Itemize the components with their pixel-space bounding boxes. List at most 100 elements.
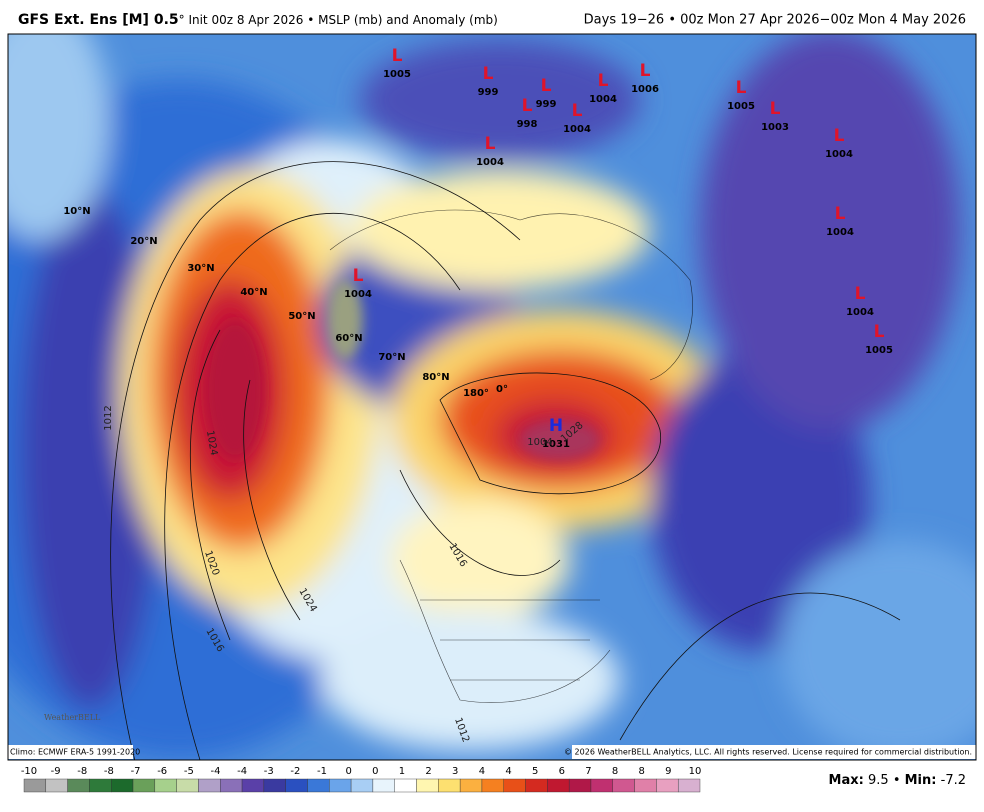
pressure-symbol: L [541,76,552,96]
colorbar-swatch [45,778,68,793]
colorbar-swatch [481,778,504,793]
latitude-label: 40°N [240,287,267,298]
copyright-box [572,745,976,759]
colorbar-label: -2 [290,766,300,777]
colorbar-label: 4 [479,766,485,777]
pressure-symbol: L [855,284,866,304]
colorbar-label: 3 [452,766,458,777]
colorbar-label: 4 [505,766,511,777]
colorbar-swatch [154,778,177,793]
colorbar-swatch [612,778,635,793]
colorbar-label: -9 [51,766,61,777]
pressure-symbol: L [834,126,845,146]
latitude-label: 80°N [422,372,449,383]
contour-label: 1004 [527,437,552,448]
latitude-label: 20°N [130,236,157,247]
pressure-value: 1004 [825,149,853,160]
colorbar-label: -1 [317,766,327,777]
pressure-value: 1005 [727,101,755,112]
copyright: © 2026 WeatherBELL Analytics, LLC. All r… [564,748,972,757]
colorbar-swatch [350,778,374,793]
longitude-label: 0° [496,384,508,395]
colorbar-swatch [176,778,199,793]
colorbar-swatch [220,778,243,793]
pressure-value: 1005 [865,345,893,356]
pressure-value: 1004 [563,124,591,135]
pressure-symbol: L [640,61,651,81]
pressure-value: 1031 [542,439,570,450]
colorbar-label: 8 [639,766,645,777]
pressure-value: 1003 [761,122,789,133]
title: GFS Ext. Ens [M] 0.5° Init 00z 8 Apr 202… [18,12,498,28]
pressure-value: 999 [478,87,499,98]
pressure-symbol: L [770,99,781,119]
colorbar-swatch [263,778,286,793]
colorbar-swatch [416,778,439,793]
latitude-label: 60°N [335,333,362,344]
colorbar-label: -5 [184,766,194,777]
pressure-symbol: L [572,101,583,121]
pressure-value: 1005 [383,69,411,80]
colorbar-swatch [329,778,352,793]
contour-label: 1012 [103,405,114,430]
colorbar-label: -3 [264,766,274,777]
climo: Climo: ECMWF ERA-5 1991-2020 [10,748,140,757]
colorbar-swatch [503,778,526,793]
colorbar-label: 0 [345,766,351,777]
colorbar-label: 10 [689,766,702,777]
colorbar-swatch [307,778,330,793]
colorbar-label: 5 [532,766,538,777]
colorbar-swatch [634,778,657,793]
colorbar-swatch [568,778,592,793]
pressure-value: 998 [517,119,538,130]
colorbar-swatch [132,778,156,793]
pressure-symbol: L [392,46,403,66]
colorbar-label: 9 [665,766,671,777]
colorbar-label: -4 [237,766,247,777]
latitude-label: 10°N [63,206,90,217]
colorbar-swatch [394,778,417,793]
pressure-value: 1006 [631,84,659,95]
colorbar-swatch [89,778,112,793]
pressure-value: 1004 [846,307,874,318]
valid-time: Days 19−26 • 00z Mon 27 Apr 2026−00z Mon… [584,13,966,28]
map-frame [7,33,977,761]
colorbar-label: -8 [104,766,114,777]
colorbar-swatch [111,778,134,793]
colorbar-label: 8 [612,766,618,777]
contour-label: 1024 [204,430,219,457]
pressure-symbol: L [353,266,364,286]
colorbar-label: -10 [21,766,37,777]
pressure-symbol: H [549,416,563,436]
pressure-value: 1004 [589,94,617,105]
pressure-symbol: L [736,78,747,98]
pressure-symbol: L [874,322,885,342]
colorbar-label: 0 [372,766,378,777]
colorbar-label: 2 [425,766,431,777]
pressure-value: 1004 [344,289,372,300]
pressure-value: 999 [536,99,557,110]
latitude-label: 50°N [288,311,315,322]
pressure-symbol: L [598,71,609,91]
colorbar-swatch [677,778,701,793]
colorbar-swatch [23,778,47,793]
colorbar-label: 1 [399,766,405,777]
colorbar-label: -4 [210,766,220,777]
colorbar-swatch [525,778,548,793]
max-min: Max: 9.5 • Min: -7.2 [829,773,966,788]
pressure-symbol: L [483,64,494,84]
colorbar-swatch [372,778,395,793]
pressure-value: 1004 [826,227,854,238]
pressure-symbol: L [522,96,533,116]
colorbar-label: -6 [157,766,167,777]
longitude-label: 180° [463,388,489,399]
colorbar-swatch [438,778,461,793]
latitude-label: 70°N [378,352,405,363]
colorbar-label: 6 [559,766,565,777]
pressure-symbol: L [485,134,496,154]
colorbar-swatch [198,778,221,793]
logo: WeatherBELL [44,713,101,722]
colorbar-swatch [67,778,90,793]
colorbar-swatch [241,778,265,793]
